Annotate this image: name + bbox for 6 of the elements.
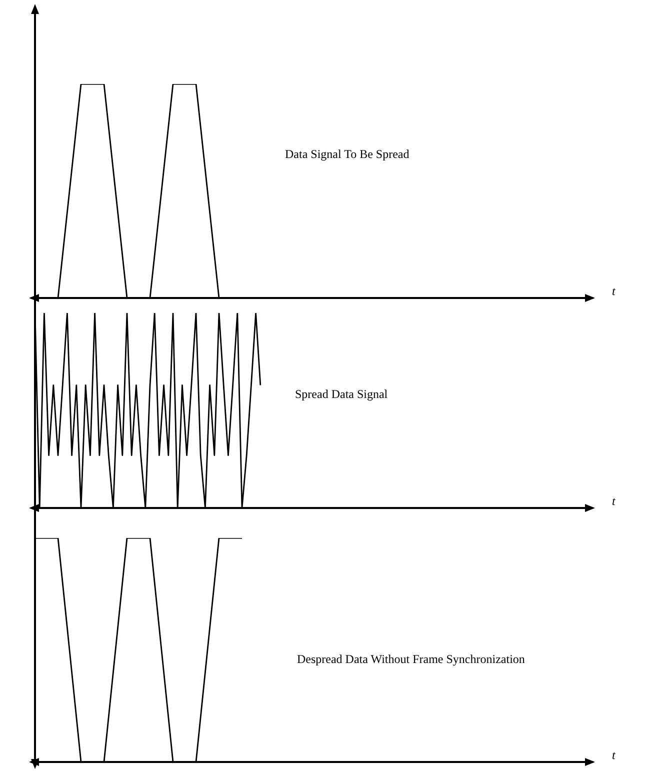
x-axis-title: t	[612, 748, 616, 762]
x-axis-title: t	[612, 284, 616, 298]
annotation: Spread Data Signal	[295, 387, 388, 402]
annotation: Data Signal To Be Spread	[285, 147, 410, 162]
x-axis-title: t	[612, 494, 616, 508]
annotation: Despread Data Without Frame Synchronization	[297, 652, 525, 666]
